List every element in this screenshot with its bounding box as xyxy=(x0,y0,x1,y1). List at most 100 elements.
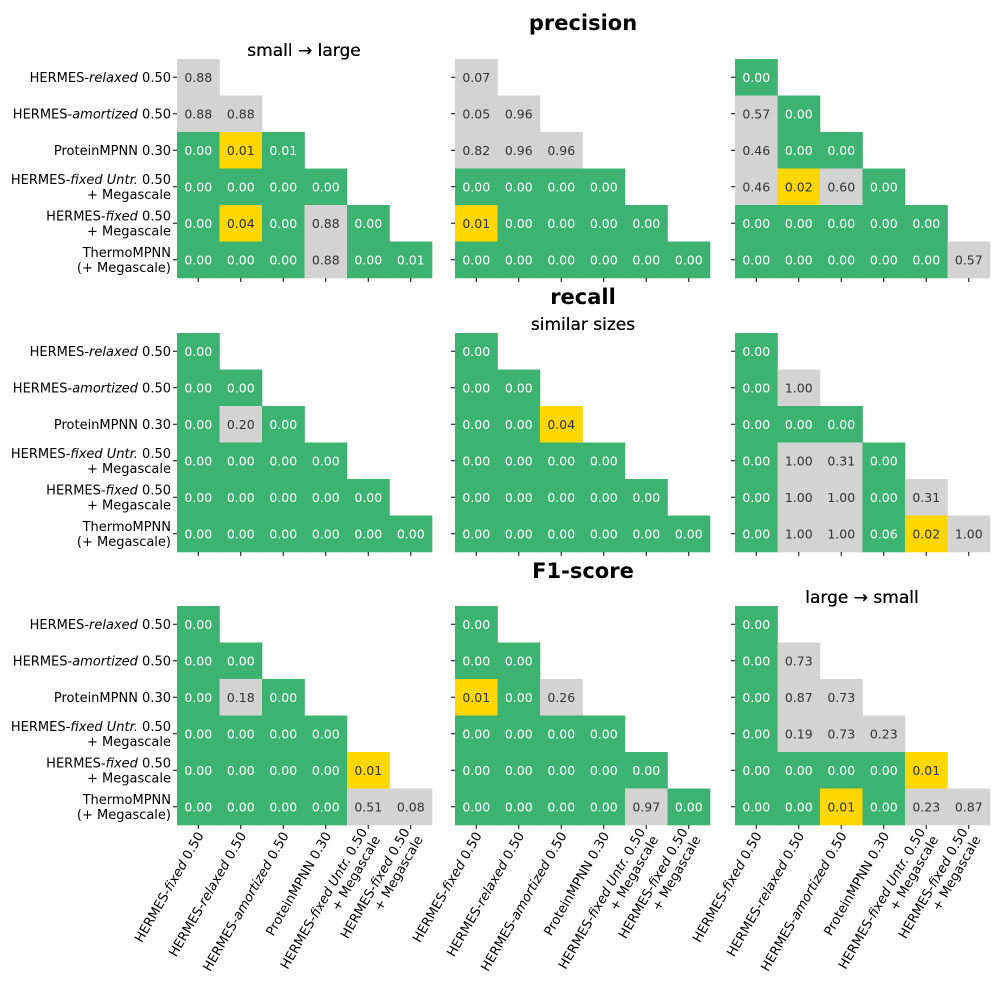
heatmap-cell xyxy=(735,715,778,753)
cell-value: 0.00 xyxy=(505,179,533,194)
cell-value: 0.57 xyxy=(955,252,983,267)
heatmap-cell xyxy=(177,95,220,133)
heatmap-cell xyxy=(455,132,498,169)
cell-value: 0.00 xyxy=(742,490,770,505)
heatmap-cell xyxy=(497,168,541,206)
heatmap-cell xyxy=(625,515,668,553)
heatmap-cell xyxy=(455,679,498,716)
cell-value: 0.01 xyxy=(462,216,490,231)
cell-value: 0.00 xyxy=(505,216,533,231)
heatmap-cell xyxy=(455,752,498,789)
cell-value: 0.04 xyxy=(227,216,255,231)
heatmap-cell xyxy=(582,715,626,753)
cell-value: 0.00 xyxy=(312,726,340,741)
heatmap-cell xyxy=(304,205,348,242)
cell-value: 0.00 xyxy=(184,179,212,194)
cell-value: 0.00 xyxy=(547,490,575,505)
cell-value: 0.96 xyxy=(547,143,575,158)
cell-value: 0.00 xyxy=(184,252,212,267)
heatmap-cell xyxy=(219,406,263,443)
cell-value: 0.00 xyxy=(397,526,425,541)
heatmap-cell xyxy=(262,479,305,516)
heatmap-cell xyxy=(735,788,778,826)
heatmap-cell xyxy=(540,788,583,826)
cell-value: 1.00 xyxy=(785,526,813,541)
cell-value: 0.00 xyxy=(269,453,297,468)
cell-value: 0.06 xyxy=(870,526,898,541)
cell-value: 0.00 xyxy=(184,653,212,668)
heatmap-cell xyxy=(862,479,906,516)
heatmap-cell xyxy=(262,515,305,553)
cell-value: 0.00 xyxy=(354,216,382,231)
cell-value: 0.00 xyxy=(827,763,855,778)
cell-value: 0.00 xyxy=(462,617,490,632)
cell-value: 0.73 xyxy=(827,726,855,741)
cell-value: 0.00 xyxy=(742,380,770,395)
cell-value: 0.01 xyxy=(354,763,382,778)
cell-value: 1.00 xyxy=(827,490,855,505)
heatmap-cell xyxy=(820,406,863,443)
heatmap-cell xyxy=(304,241,348,279)
cell-value: 0.00 xyxy=(505,690,533,705)
cell-value: 0.00 xyxy=(312,179,340,194)
heatmap-cell xyxy=(455,515,498,553)
cell-value: 0.00 xyxy=(227,179,255,194)
cell-value: 0.00 xyxy=(675,799,703,814)
heatmap-cell xyxy=(177,132,220,169)
heatmap-cell xyxy=(582,168,626,206)
heatmap-cell xyxy=(820,515,863,553)
heatmap-cell xyxy=(862,205,906,242)
cell-value: 0.00 xyxy=(312,490,340,505)
heatmap-cell xyxy=(777,205,821,242)
row-label: ProteinMPNN 0.30 xyxy=(54,691,171,706)
heatmap-cell xyxy=(177,715,220,753)
cell-value: 0.04 xyxy=(547,417,575,432)
heatmap-cell xyxy=(177,479,220,516)
row-label: ThermoMPNN (+ Megascale) xyxy=(77,246,171,276)
heatmap-cell xyxy=(262,442,305,480)
heatmap-cell xyxy=(219,715,263,753)
heatmap-cell xyxy=(497,479,541,516)
heatmap-cell xyxy=(455,241,498,279)
cell-value: 0.73 xyxy=(785,653,813,668)
heatmap-cell xyxy=(497,679,541,716)
cell-value: 0.00 xyxy=(547,179,575,194)
cell-value: 0.00 xyxy=(870,490,898,505)
cell-value: 0.00 xyxy=(354,490,382,505)
heatmap-cell xyxy=(497,715,541,753)
heatmap-cell xyxy=(177,369,220,407)
heatmap-cell xyxy=(777,241,821,279)
cell-value: 0.02 xyxy=(912,526,940,541)
cell-value: 0.00 xyxy=(269,417,297,432)
cell-value: 0.00 xyxy=(912,252,940,267)
cell-value: 0.00 xyxy=(590,216,618,231)
column-label-text: HERMES-relaxed 0.50 xyxy=(724,830,808,960)
cell-value: 0.00 xyxy=(742,252,770,267)
cell-value: 0.00 xyxy=(675,252,703,267)
cell-value: 0.00 xyxy=(462,799,490,814)
cell-value: 0.00 xyxy=(184,344,212,359)
heatmap-cell xyxy=(905,515,948,553)
heatmap-cell xyxy=(625,205,668,242)
cell-value: 0.00 xyxy=(184,143,212,158)
heatmap-cell xyxy=(735,59,778,96)
column-label: HERMES-amortized 0.50 xyxy=(759,830,851,975)
heatmap-cell xyxy=(177,442,220,480)
heatmap-cell xyxy=(497,132,541,169)
cell-value: 0.00 xyxy=(590,763,618,778)
cell-value: 0.00 xyxy=(269,216,297,231)
heatmap-cell xyxy=(497,788,541,826)
panel-precision-3: large → small 0.00 0.57 0.00 0.46 0.00 0.00 0.4… xyxy=(731,59,991,608)
heatmap-cell xyxy=(582,479,626,516)
cell-value: 0.88 xyxy=(312,216,340,231)
cell-value: 0.00 xyxy=(462,526,490,541)
column-label: HERMES-amortized 0.50 xyxy=(479,830,571,975)
cell-value: 0.00 xyxy=(462,252,490,267)
heatmap-cell xyxy=(497,442,541,480)
heatmap-cell xyxy=(497,406,541,443)
heatmap-cell xyxy=(304,479,348,516)
column-label-text: HERMES-amortized 0.50 xyxy=(479,830,571,975)
heatmap-cell xyxy=(777,95,821,133)
panel-title: large → small xyxy=(805,588,918,608)
cell-value: 0.00 xyxy=(312,799,340,814)
